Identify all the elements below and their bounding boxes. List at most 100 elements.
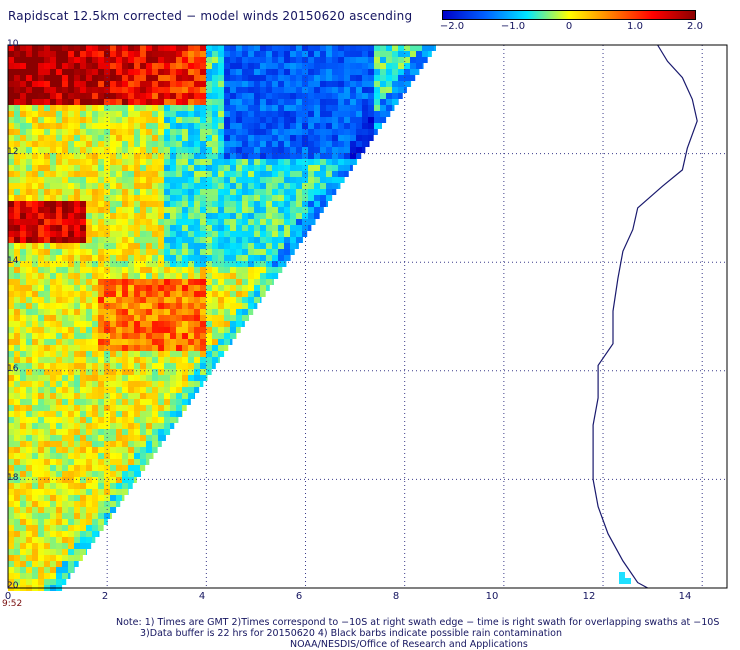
swath-cell [314,189,320,195]
swath-cell [152,297,158,303]
swath-cell [176,183,182,189]
swath-cell [56,225,62,231]
swath-cell [164,195,170,201]
swath-cell [134,423,140,429]
swath-cell [14,81,20,87]
swath-cell [8,117,14,123]
swath-cell [176,75,182,81]
swath-cell [338,141,344,147]
swath-cell [74,57,80,63]
swath-cell [236,261,242,267]
swath-cell [8,105,14,111]
swath-cell [344,123,350,129]
swath-cell [98,321,104,327]
swath-cell [302,207,308,213]
swath-cell [140,255,146,261]
swath-cell [152,207,158,213]
swath-cell [248,159,254,165]
swath-cell [92,387,98,393]
swath-cell [122,297,128,303]
swath-cell [44,219,50,225]
swath-cell [134,45,140,51]
swath-cell [116,441,122,447]
swath-cell [176,417,179,423]
swath-cell [284,99,290,105]
swath-cell [74,303,80,309]
swath-cell [14,267,20,273]
swath-cell [56,123,62,129]
swath-cell [56,81,62,87]
swath-cell [152,225,158,231]
swath-cell [110,321,116,327]
swath-cell [56,399,62,405]
swath-cell [296,93,302,99]
swath-cell [20,135,26,141]
swath-cell [8,483,14,489]
swath-cell [212,339,218,345]
swath-cell [32,363,38,369]
swath-cell [308,165,314,171]
swath-cell [122,477,128,483]
swath-cell [62,117,68,123]
swath-cell [338,63,344,69]
swath-cell [146,249,152,255]
swath-cell [62,543,68,549]
swath-cell [326,201,328,207]
swath-cell [260,135,266,141]
swath-cell [230,45,236,51]
swath-cell [98,381,104,387]
swath-cell [98,471,104,477]
swath-cell [188,237,194,243]
swath-cell [56,237,62,243]
swath-cell [188,177,194,183]
swath-cell [248,57,254,63]
swath-cell [146,267,152,273]
swath-cell [164,207,170,213]
swath-cell [32,435,38,441]
swath-cell [362,69,368,75]
swath-cell [62,69,68,75]
swath-cell [68,333,74,339]
swath-cell [44,399,50,405]
swath-cell [8,357,14,363]
swath-cell [56,159,62,165]
swath-cell [62,219,68,225]
swath-cell [92,483,98,489]
swath-cell [314,87,320,93]
swath-cell [98,375,104,381]
swath-cell [248,141,254,147]
swath-cell [302,171,308,177]
swath-cell [146,333,152,339]
swath-cell [188,267,194,273]
swath-cell [98,417,104,423]
y-tick-14: 14 [7,256,19,266]
swath-cell [176,285,182,291]
swath-cell [272,207,278,213]
swath-cell [62,447,68,453]
swath-cell [44,483,50,489]
swath-cell [20,429,26,435]
swath-cell [200,69,206,75]
swath-cell [14,315,20,321]
swath-cell [98,189,104,195]
swath-cell [206,165,212,171]
swath-cell [110,63,116,69]
swath-cell [26,411,32,417]
swath-cell [200,381,204,387]
swath-cell [164,153,170,159]
swath-cell [98,135,104,141]
swath-cell [158,189,164,195]
swath-cell [116,345,122,351]
swath-cell [134,435,140,441]
swath-cell [50,423,56,429]
swath-cell [380,123,382,129]
swath-cell [266,285,270,291]
swath-cell [56,249,62,255]
swath-cell [170,183,176,189]
swath-cell [20,207,26,213]
swath-cell [86,465,92,471]
swath-cell [32,405,38,411]
swath-cell [266,93,272,99]
swath-cell [14,135,20,141]
swath-cell [254,75,260,81]
